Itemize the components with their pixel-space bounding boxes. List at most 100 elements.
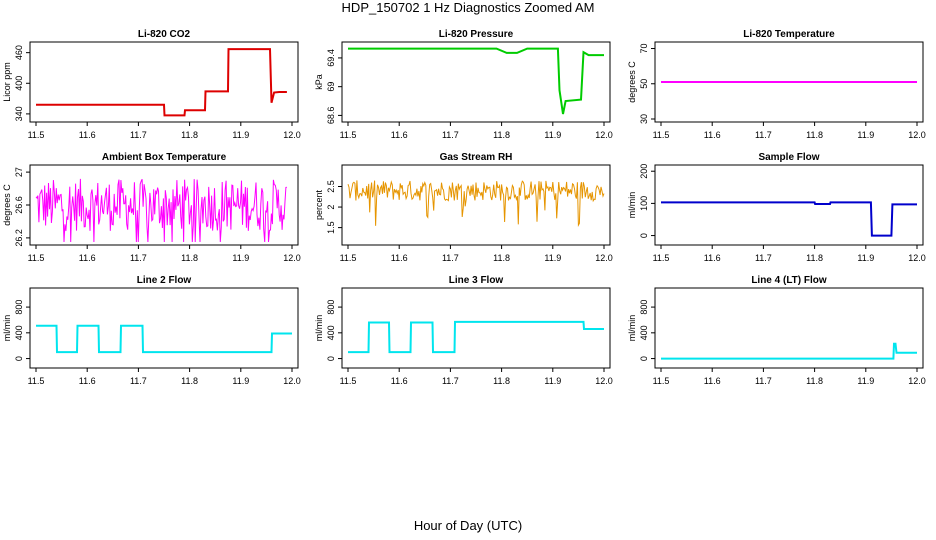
plot-frame [29,287,299,369]
x-tick-label: 11.8 [806,376,823,386]
y-axis-label: ml/min [2,315,12,342]
x-tick-label: 11.9 [857,130,874,140]
x-tick-label: 12.0 [595,376,613,386]
y-tick-label: 69.4 [326,49,336,67]
series-line [348,320,604,354]
y-axis-label: Licor ppm [2,62,12,102]
chart-title: Li-820 CO2 [138,29,191,40]
series-line [36,324,292,354]
x-tick-label: 11.9 [544,130,561,140]
x-tick-label: 11.7 [442,130,459,140]
x-tick-label: 11.8 [181,253,198,263]
x-tick-label: 11.5 [28,130,45,140]
y-tick-label: 2.5 [326,180,336,193]
chart-title: Line 4 (LT) Flow [751,275,827,286]
y-tick-label: 460 [14,45,24,60]
y-tick-label: 50 [639,79,649,89]
x-tick-label: 11.6 [79,253,96,263]
y-tick-label: 69 [326,82,336,92]
y-tick-label: 400 [14,76,24,91]
x-tick-label: 11.5 [340,376,357,386]
x-tick-label: 12.0 [908,130,926,140]
x-tick-label: 12.0 [595,130,613,140]
x-tick-label: 11.9 [857,376,874,386]
y-tick-label: 400 [639,325,649,340]
chart-title: Li-820 Temperature [743,29,835,40]
x-tick-label: 11.8 [493,376,510,386]
chart-title: Li-820 Pressure [439,29,514,40]
x-tick-label: 11.9 [544,253,561,263]
y-axis-label: degrees C [2,184,12,226]
x-tick-label: 11.6 [391,130,408,140]
chart-title: Line 3 Flow [449,275,504,286]
figure-title: HDP_150702 1 Hz Diagnostics Zoomed AM [341,0,595,15]
y-tick-label: 0 [14,356,24,361]
y-tick-label: 100 [639,196,649,211]
y-tick-label: 26.2 [14,229,24,247]
y-tick-label: 400 [14,325,24,340]
x-tick-label: 11.8 [493,253,510,263]
x-tick-label: 11.7 [130,253,147,263]
series-line [661,342,917,360]
y-tick-label: 800 [639,300,649,315]
chart-panel-1: Li-820 CO2 11.5 11.6 11.7 11.8 11.9 12.0 340 400… [2,29,301,140]
x-tick-label: 11.5 [340,253,357,263]
y-tick-label: 340 [14,106,24,121]
x-tick-label: 11.6 [79,376,96,386]
chart-title: Line 2 Flow [137,275,192,286]
x-tick-label: 11.5 [653,376,670,386]
x-tick-label: 11.6 [79,130,96,140]
plot-frame [341,164,611,246]
y-tick-label: 0 [639,356,649,361]
x-tick-label: 12.0 [283,253,301,263]
y-tick-label: 68.6 [326,107,336,125]
x-tick-label: 11.7 [442,376,459,386]
chart-panel-2: Li-820 Pressure 11.5 11.6 11.7 11.8 11.9 12.0 6… [314,29,613,140]
x-tick-label: 12.0 [595,253,613,263]
x-tick-label: 11.7 [130,376,147,386]
chart-panel-7: Line 2 Flow 11.5 11.6 11.7 11.8 11.9 12.0 0 400 8… [2,275,301,386]
x-tick-label: 11.7 [755,253,772,263]
y-tick-label: 30 [639,114,649,124]
plot-frame [654,164,924,246]
series-line [661,201,917,237]
x-tick-label: 12.0 [283,376,301,386]
y-tick-label: 800 [14,300,24,315]
chart-panel-4: Ambient Box Temperature 11.5 11.6 11.7 11.8 1… [2,152,301,263]
x-tick-label: 11.7 [755,130,772,140]
x-tick-label: 11.7 [130,130,147,140]
x-tick-label: 11.9 [232,130,249,140]
figure-x-axis-label: Hour of Day (UTC) [413,518,523,533]
x-tick-label: 11.7 [755,376,772,386]
x-tick-label: 11.6 [704,253,721,263]
x-tick-label: 11.7 [442,253,459,263]
x-tick-label: 11.6 [391,253,408,263]
y-tick-label: 0 [326,356,336,361]
chart-title: Ambient Box Temperature [102,152,227,163]
y-tick-label: 200 [639,164,649,179]
y-axis-label: percent [314,189,324,220]
x-tick-label: 11.8 [493,130,510,140]
chart-panel-9: Line 4 (LT) Flow 11.5 11.6 11.7 11.8 11.9 12.0… [627,275,926,386]
chart-panel-5: Gas Stream RH 11.5 11.6 11.7 11.8 11.9 12.0 1.5… [314,152,613,263]
x-tick-label: 11.9 [857,253,874,263]
x-tick-label: 11.9 [232,376,249,386]
x-tick-label: 11.5 [653,130,670,140]
y-axis-label: ml/min [627,192,637,219]
y-tick-label: 1.5 [326,221,336,234]
y-tick-label: 800 [326,300,336,315]
x-tick-label: 12.0 [908,253,926,263]
x-tick-label: 11.8 [806,253,823,263]
y-axis-label: kPa [314,74,324,90]
y-tick-label: 26.6 [14,196,24,214]
chart-title: Sample Flow [758,152,819,163]
plot-frame [654,287,924,369]
y-tick-label: 27 [14,167,24,177]
chart-panel-3: Li-820 Temperature 11.5 11.6 11.7 11.8 11.9 12… [627,29,926,140]
series-line [36,48,287,117]
series-line [35,178,287,243]
y-axis-label: ml/min [314,315,324,342]
x-tick-label: 11.5 [28,376,45,386]
x-tick-label: 11.9 [232,253,249,263]
